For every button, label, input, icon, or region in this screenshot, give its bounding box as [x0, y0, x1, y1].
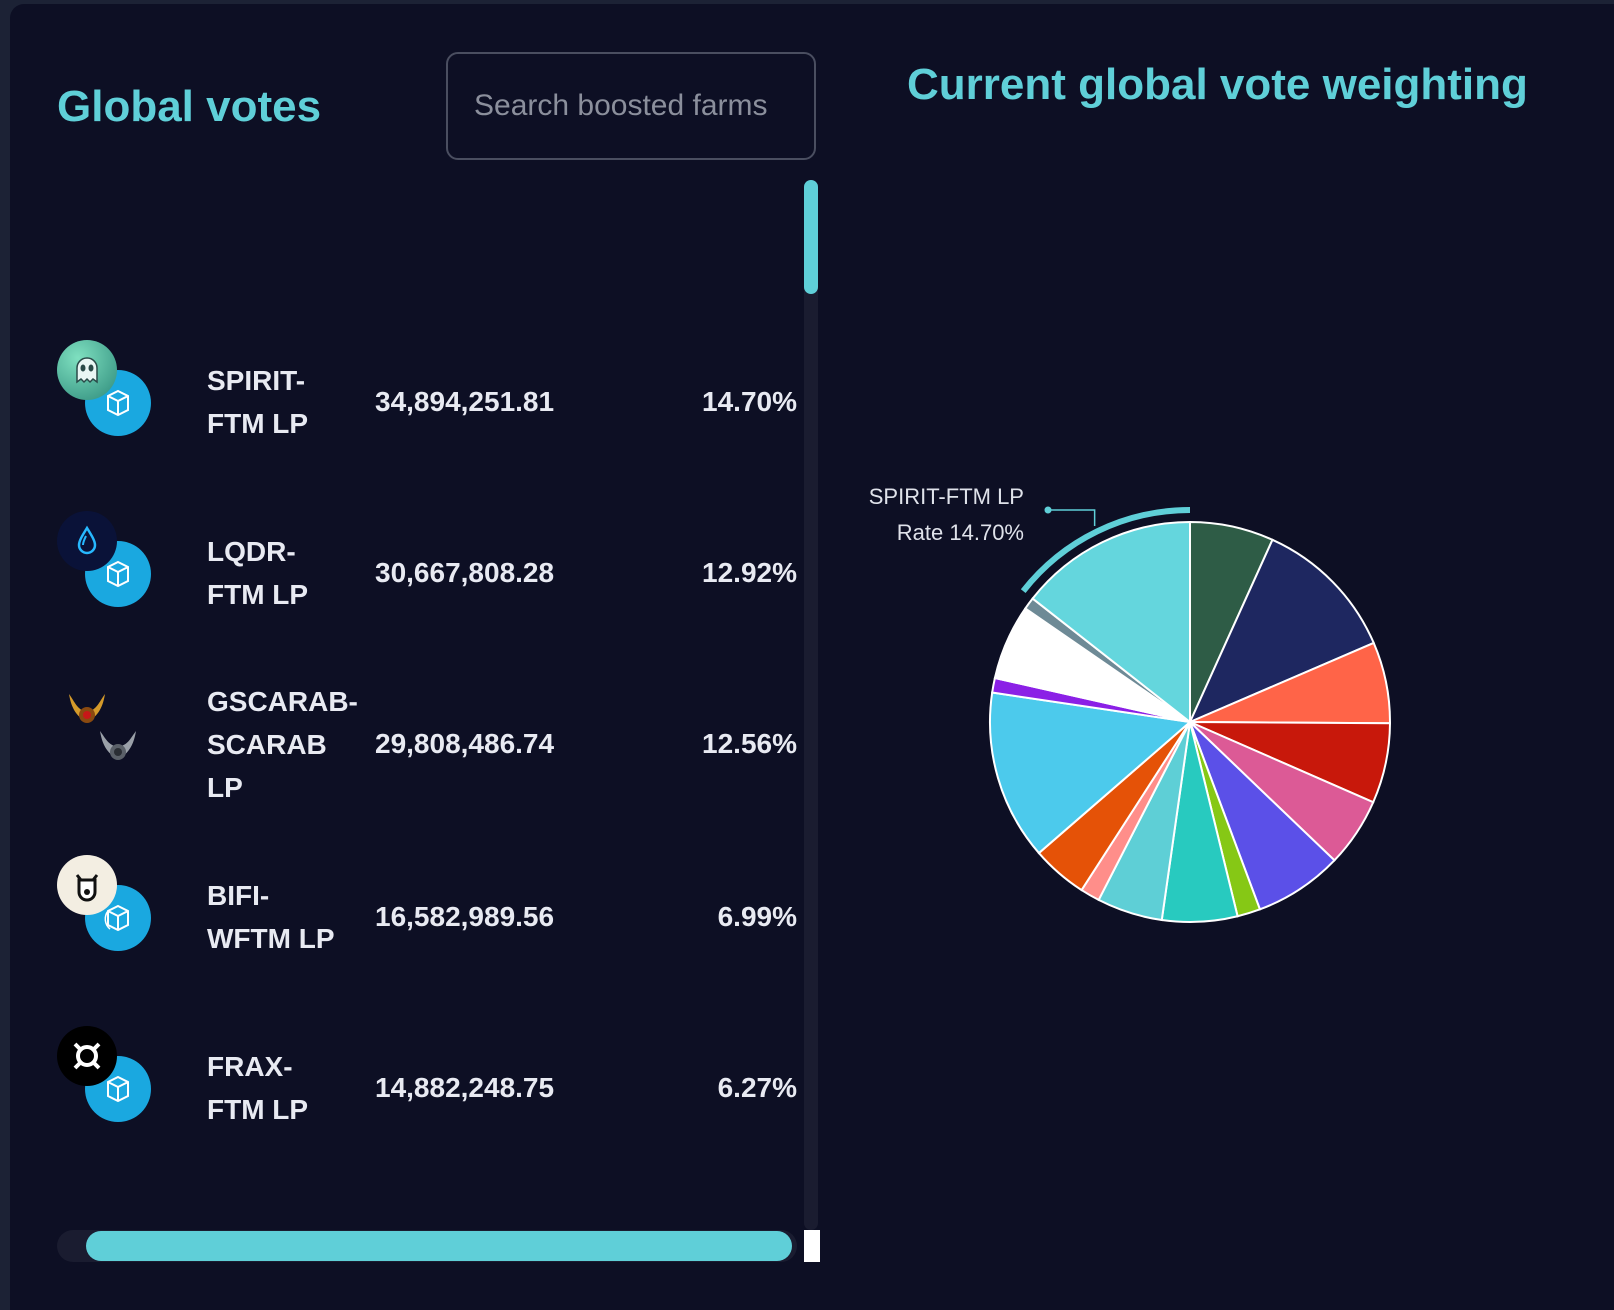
farm-pair-name: LQDR- FTM LP	[207, 530, 367, 616]
farm-vote-amount: 16,582,989.56	[375, 901, 555, 932]
frax-icon	[57, 1026, 117, 1086]
farm-vote-amount: 30,667,808.28	[375, 557, 555, 588]
farm-vote-share: 6.27%	[717, 1072, 797, 1103]
pie-label-leader-dot	[1044, 506, 1052, 514]
farm-pair-name: GSCARAB- SCARAB LP	[207, 680, 367, 809]
vertical-scrollbar-thumb[interactable]	[804, 180, 818, 294]
farm-pair-name-line: BIFI-	[207, 880, 270, 911]
vote-weighting-title: Current global vote weighting	[907, 60, 1528, 109]
farm-pair-name-line: SCARAB	[207, 728, 327, 760]
highlight-slice-rate: Rate 14.70%	[896, 520, 1024, 545]
pie-slice[interactable]	[1188, 538, 1376, 724]
silver-scarab-icon	[85, 712, 151, 778]
search-farms-input[interactable]	[446, 52, 816, 160]
farm-row[interactable]: FRAX- FTM LP 14,882,248.75 6.27%	[57, 1016, 797, 1176]
farm-list: SPIRIT- FTM LP 34,894,251.81 14.70% LQDR- FTM…	[57, 180, 797, 1220]
vertical-scrollbar-track[interactable]	[804, 180, 818, 1230]
farm-row[interactable]: BIFI- WFTM LP 16,582,989.56 6.99%	[57, 845, 797, 1005]
farm-pair-name-line: SPIRIT-	[207, 365, 306, 396]
farm-vote-amount: 14,882,248.75	[375, 1072, 555, 1103]
pie-highlight-arc	[1020, 507, 1191, 593]
farm-vote-share: 6.99%	[717, 901, 797, 932]
farm-pair-name-line: FTM LP	[207, 408, 309, 439]
pie-label-leader-line	[1048, 509, 1096, 526]
farm-pair-name: BIFI- WFTM LP	[207, 874, 367, 960]
farm-vote-share: 12.92%	[702, 557, 797, 588]
farm-row[interactable]: SPIRIT- FTM LP 34,894,251.81 14.70%	[57, 330, 797, 490]
fantom-icon	[85, 370, 151, 436]
highlight-slice-name: SPIRIT-FTM LP	[868, 484, 1024, 509]
farm-pair-name: FRAX- FTM LP	[207, 1045, 367, 1131]
farm-pair-name-line: LP	[207, 771, 243, 803]
farm-pair-name-line: FTM LP	[207, 1094, 309, 1125]
gold-scarab-icon	[57, 680, 117, 740]
farm-vote-share: 14.70%	[702, 386, 797, 417]
farm-pair-name-line: FRAX-	[207, 1051, 293, 1082]
horizontal-scrollbar-thumb[interactable]	[86, 1231, 792, 1261]
liquid-drop-icon	[57, 511, 117, 571]
farm-vote-amount: 34,894,251.81	[375, 386, 555, 417]
farm-pair-name-line: WFTM LP	[207, 923, 335, 954]
beefy-cow-icon	[57, 855, 117, 915]
farm-row[interactable]: GSCARAB- SCARAB LP 29,808,486.74 12.56%	[57, 672, 797, 832]
farm-vote-amount: 29,808,486.74	[375, 728, 555, 759]
global-votes-title: Global votes	[57, 82, 322, 131]
farm-vote-share: 12.56%	[702, 728, 797, 759]
farm-row[interactable]: LQDR- FTM LP 30,667,808.28 12.92%	[57, 501, 797, 661]
pie-slice[interactable]	[1031, 520, 1191, 725]
farm-pair-name-line: GSCARAB-	[207, 685, 358, 717]
spirit-ghost-icon	[57, 340, 117, 400]
scrollbar-corner	[804, 1230, 820, 1262]
farm-pair-name-line: LQDR-	[207, 536, 296, 567]
farm-pair-name: SPIRIT- FTM LP	[207, 359, 367, 445]
pie-slice[interactable]	[989, 691, 1193, 855]
farm-pair-name-line: FTM LP	[207, 579, 309, 610]
